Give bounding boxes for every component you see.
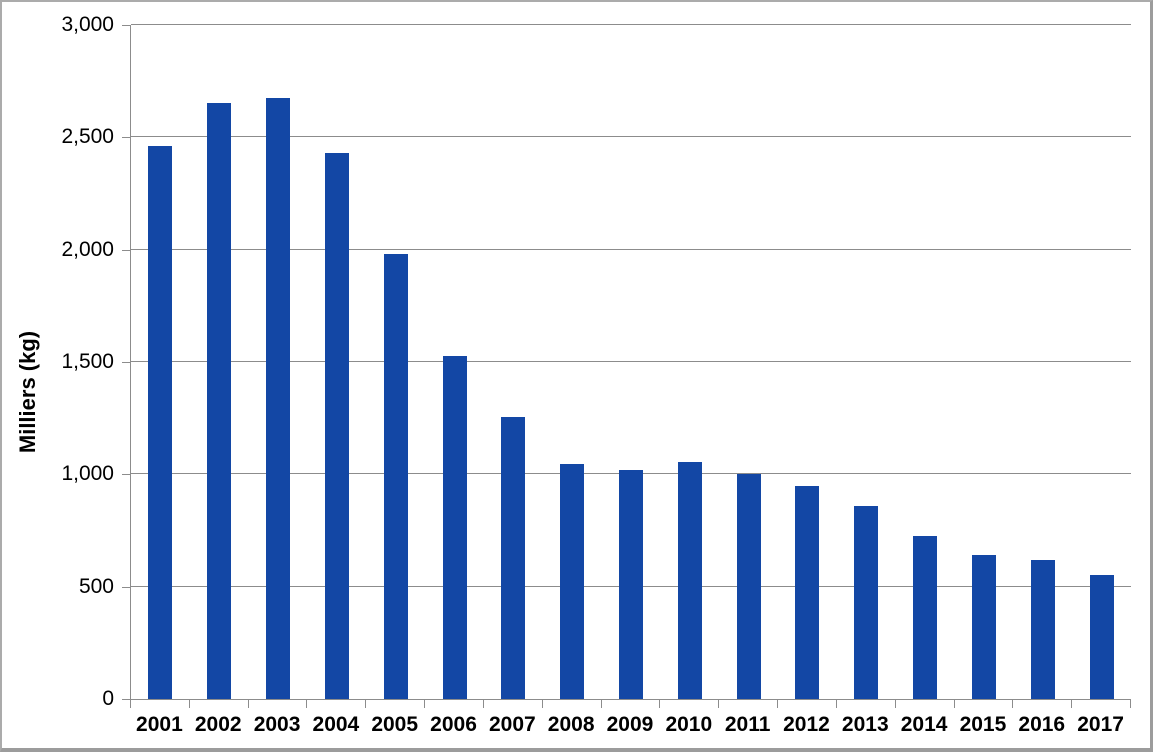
y-tick-mark-3,000 <box>122 25 130 26</box>
x-tick-mark-3 <box>306 700 308 708</box>
y-tick-label-500: 500 <box>78 574 114 598</box>
x-tick-label-2006: 2006 <box>430 713 477 736</box>
y-tick-label-3,000: 3,000 <box>61 13 114 36</box>
x-tick-label-2002: 2002 <box>194 713 242 736</box>
gridline-2000 <box>131 248 1131 250</box>
x-tick-mark-10 <box>718 700 720 708</box>
x-tick-mark-9 <box>659 700 661 708</box>
bar-2017 <box>1089 575 1114 699</box>
x-tick-mark-17 <box>1130 700 1131 708</box>
gridline-2500 <box>131 136 1131 138</box>
plot-area <box>130 24 1131 700</box>
bar-2012 <box>795 485 820 699</box>
y-tick-mark-2,500 <box>122 137 130 139</box>
bar-2004 <box>324 153 349 699</box>
y-tick-mark-500 <box>122 586 130 588</box>
x-tick-label-2012: 2012 <box>783 713 830 736</box>
x-tick-label-2003: 2003 <box>253 713 301 736</box>
gridline-1500 <box>131 361 1131 362</box>
y-tick-mark-1,000 <box>122 474 130 476</box>
gridline-3000 <box>131 24 1131 25</box>
x-tick-label-2004: 2004 <box>312 713 360 736</box>
bar-2002 <box>207 102 232 699</box>
bar-2008 <box>560 464 585 699</box>
x-tick-label-2008: 2008 <box>547 713 595 736</box>
x-tick-label-2009: 2009 <box>606 713 654 736</box>
x-tick-mark-13 <box>894 700 896 708</box>
x-tick-mark-4 <box>365 700 367 708</box>
x-tick-label-2005: 2005 <box>371 713 419 736</box>
y-tick-label-0: 0 <box>102 687 114 710</box>
bar-2009 <box>619 469 643 699</box>
x-tick-mark-11 <box>777 700 779 708</box>
y-tick-mark-2,000 <box>122 249 130 251</box>
y-tick-label-1,000: 1,000 <box>61 462 114 486</box>
bar-2014 <box>913 536 938 699</box>
y-tick-mark-1,500 <box>122 362 130 363</box>
x-tick-mark-15 <box>1012 700 1014 708</box>
bar-2011 <box>736 474 761 699</box>
x-tick-mark-1 <box>188 700 190 708</box>
bar-2013 <box>854 505 879 699</box>
x-tick-label-2010: 2010 <box>665 713 713 736</box>
x-tick-label-2017: 2017 <box>1077 713 1124 736</box>
x-tick-label-2014: 2014 <box>900 713 948 736</box>
bar-2005 <box>383 254 408 699</box>
bar-2010 <box>677 461 702 699</box>
x-tick-label-2011: 2011 <box>724 713 771 736</box>
x-tick-mark-0 <box>130 700 131 708</box>
x-tick-label-2007: 2007 <box>488 713 536 736</box>
x-tick-mark-6 <box>482 700 484 708</box>
bar-2001 <box>148 146 173 699</box>
x-tick-mark-14 <box>953 700 955 708</box>
x-tick-mark-8 <box>600 700 602 708</box>
x-tick-mark-2 <box>247 700 249 708</box>
bar-2015 <box>971 555 996 699</box>
y-tick-label-2,000: 2,000 <box>61 237 114 261</box>
y-tick-label-2,500: 2,500 <box>61 125 114 149</box>
bar-2007 <box>501 417 526 699</box>
bar-2003 <box>266 98 291 699</box>
x-tick-label-2001: 2001 <box>136 713 183 736</box>
x-tick-label-2013: 2013 <box>841 713 889 736</box>
bar-2006 <box>442 356 467 699</box>
x-tick-label-2016: 2016 <box>1018 713 1066 736</box>
x-tick-mark-7 <box>541 700 543 708</box>
y-tick-mark-0 <box>122 699 130 700</box>
x-tick-mark-12 <box>835 700 837 708</box>
x-tick-label-2015: 2015 <box>959 713 1007 736</box>
y-tick-label-1,500: 1,500 <box>61 350 114 373</box>
bar-2016 <box>1030 559 1055 699</box>
x-tick-mark-16 <box>1071 700 1073 708</box>
x-tick-mark-5 <box>424 700 426 708</box>
